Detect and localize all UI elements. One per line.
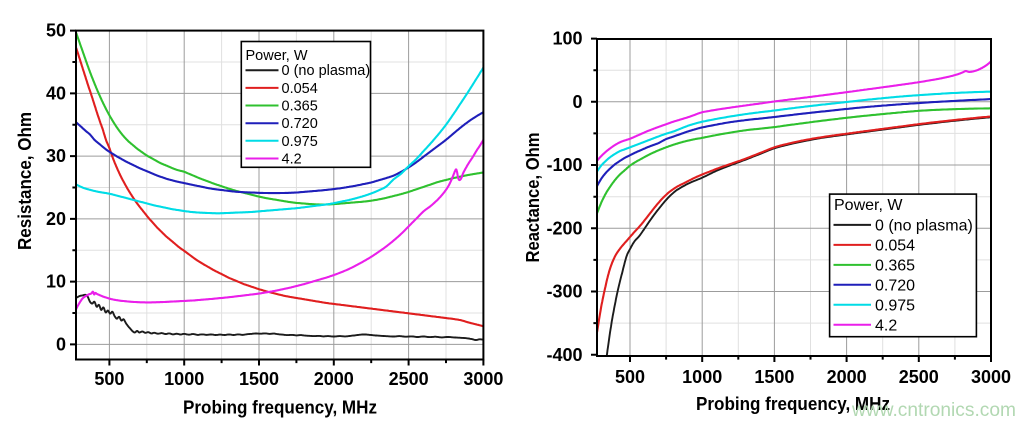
svg-text:30: 30 <box>46 146 66 166</box>
svg-text:3000: 3000 <box>971 367 1011 387</box>
svg-text:4.2: 4.2 <box>875 317 897 334</box>
svg-text:2000: 2000 <box>827 367 867 387</box>
svg-text:40: 40 <box>46 83 66 103</box>
svg-text:0 (no plasma): 0 (no plasma) <box>282 63 371 79</box>
svg-text:1500: 1500 <box>239 369 279 389</box>
svg-text:10: 10 <box>46 272 66 292</box>
svg-text:1500: 1500 <box>754 367 794 387</box>
svg-text:0.054: 0.054 <box>875 237 915 254</box>
svg-text:0.975: 0.975 <box>875 297 915 314</box>
svg-text:500: 500 <box>94 369 124 389</box>
svg-text:0.720: 0.720 <box>282 116 318 132</box>
svg-text:2500: 2500 <box>389 369 429 389</box>
svg-text:0.365: 0.365 <box>282 99 318 115</box>
svg-text:50: 50 <box>46 21 66 41</box>
svg-text:-400: -400 <box>546 345 582 365</box>
svg-text:0.365: 0.365 <box>875 257 915 274</box>
svg-text:0 (no plasma): 0 (no plasma) <box>875 217 973 234</box>
svg-text:500: 500 <box>615 367 645 387</box>
svg-text:-300: -300 <box>546 282 582 302</box>
svg-text:0: 0 <box>572 92 582 112</box>
svg-text:0.054: 0.054 <box>282 81 318 97</box>
svg-text:0.975: 0.975 <box>282 134 318 150</box>
svg-text:4.2: 4.2 <box>282 152 302 168</box>
svg-text:Reactance, Ohm: Reactance, Ohm <box>523 133 543 263</box>
svg-text:Power, W: Power, W <box>834 197 903 214</box>
svg-text:0.720: 0.720 <box>875 277 915 294</box>
svg-text:Probing frequency, MHz: Probing frequency, MHz <box>696 394 890 414</box>
svg-text:-200: -200 <box>546 218 582 238</box>
svg-text:www.cntronics.com: www.cntronics.com <box>851 399 1016 421</box>
svg-text:20: 20 <box>46 209 66 229</box>
svg-text:3000: 3000 <box>463 369 503 389</box>
svg-text:Probing frequency, MHz: Probing frequency, MHz <box>183 398 377 418</box>
svg-text:0: 0 <box>56 334 66 354</box>
svg-text:Power, W: Power, W <box>246 48 308 64</box>
svg-text:100: 100 <box>552 29 582 49</box>
svg-text:2000: 2000 <box>314 369 354 389</box>
svg-text:1000: 1000 <box>682 367 722 387</box>
svg-text:-100: -100 <box>546 155 582 175</box>
svg-text:1000: 1000 <box>164 369 204 389</box>
svg-text:2500: 2500 <box>899 367 939 387</box>
svg-text:Resistance, Ohm: Resistance, Ohm <box>15 112 35 250</box>
